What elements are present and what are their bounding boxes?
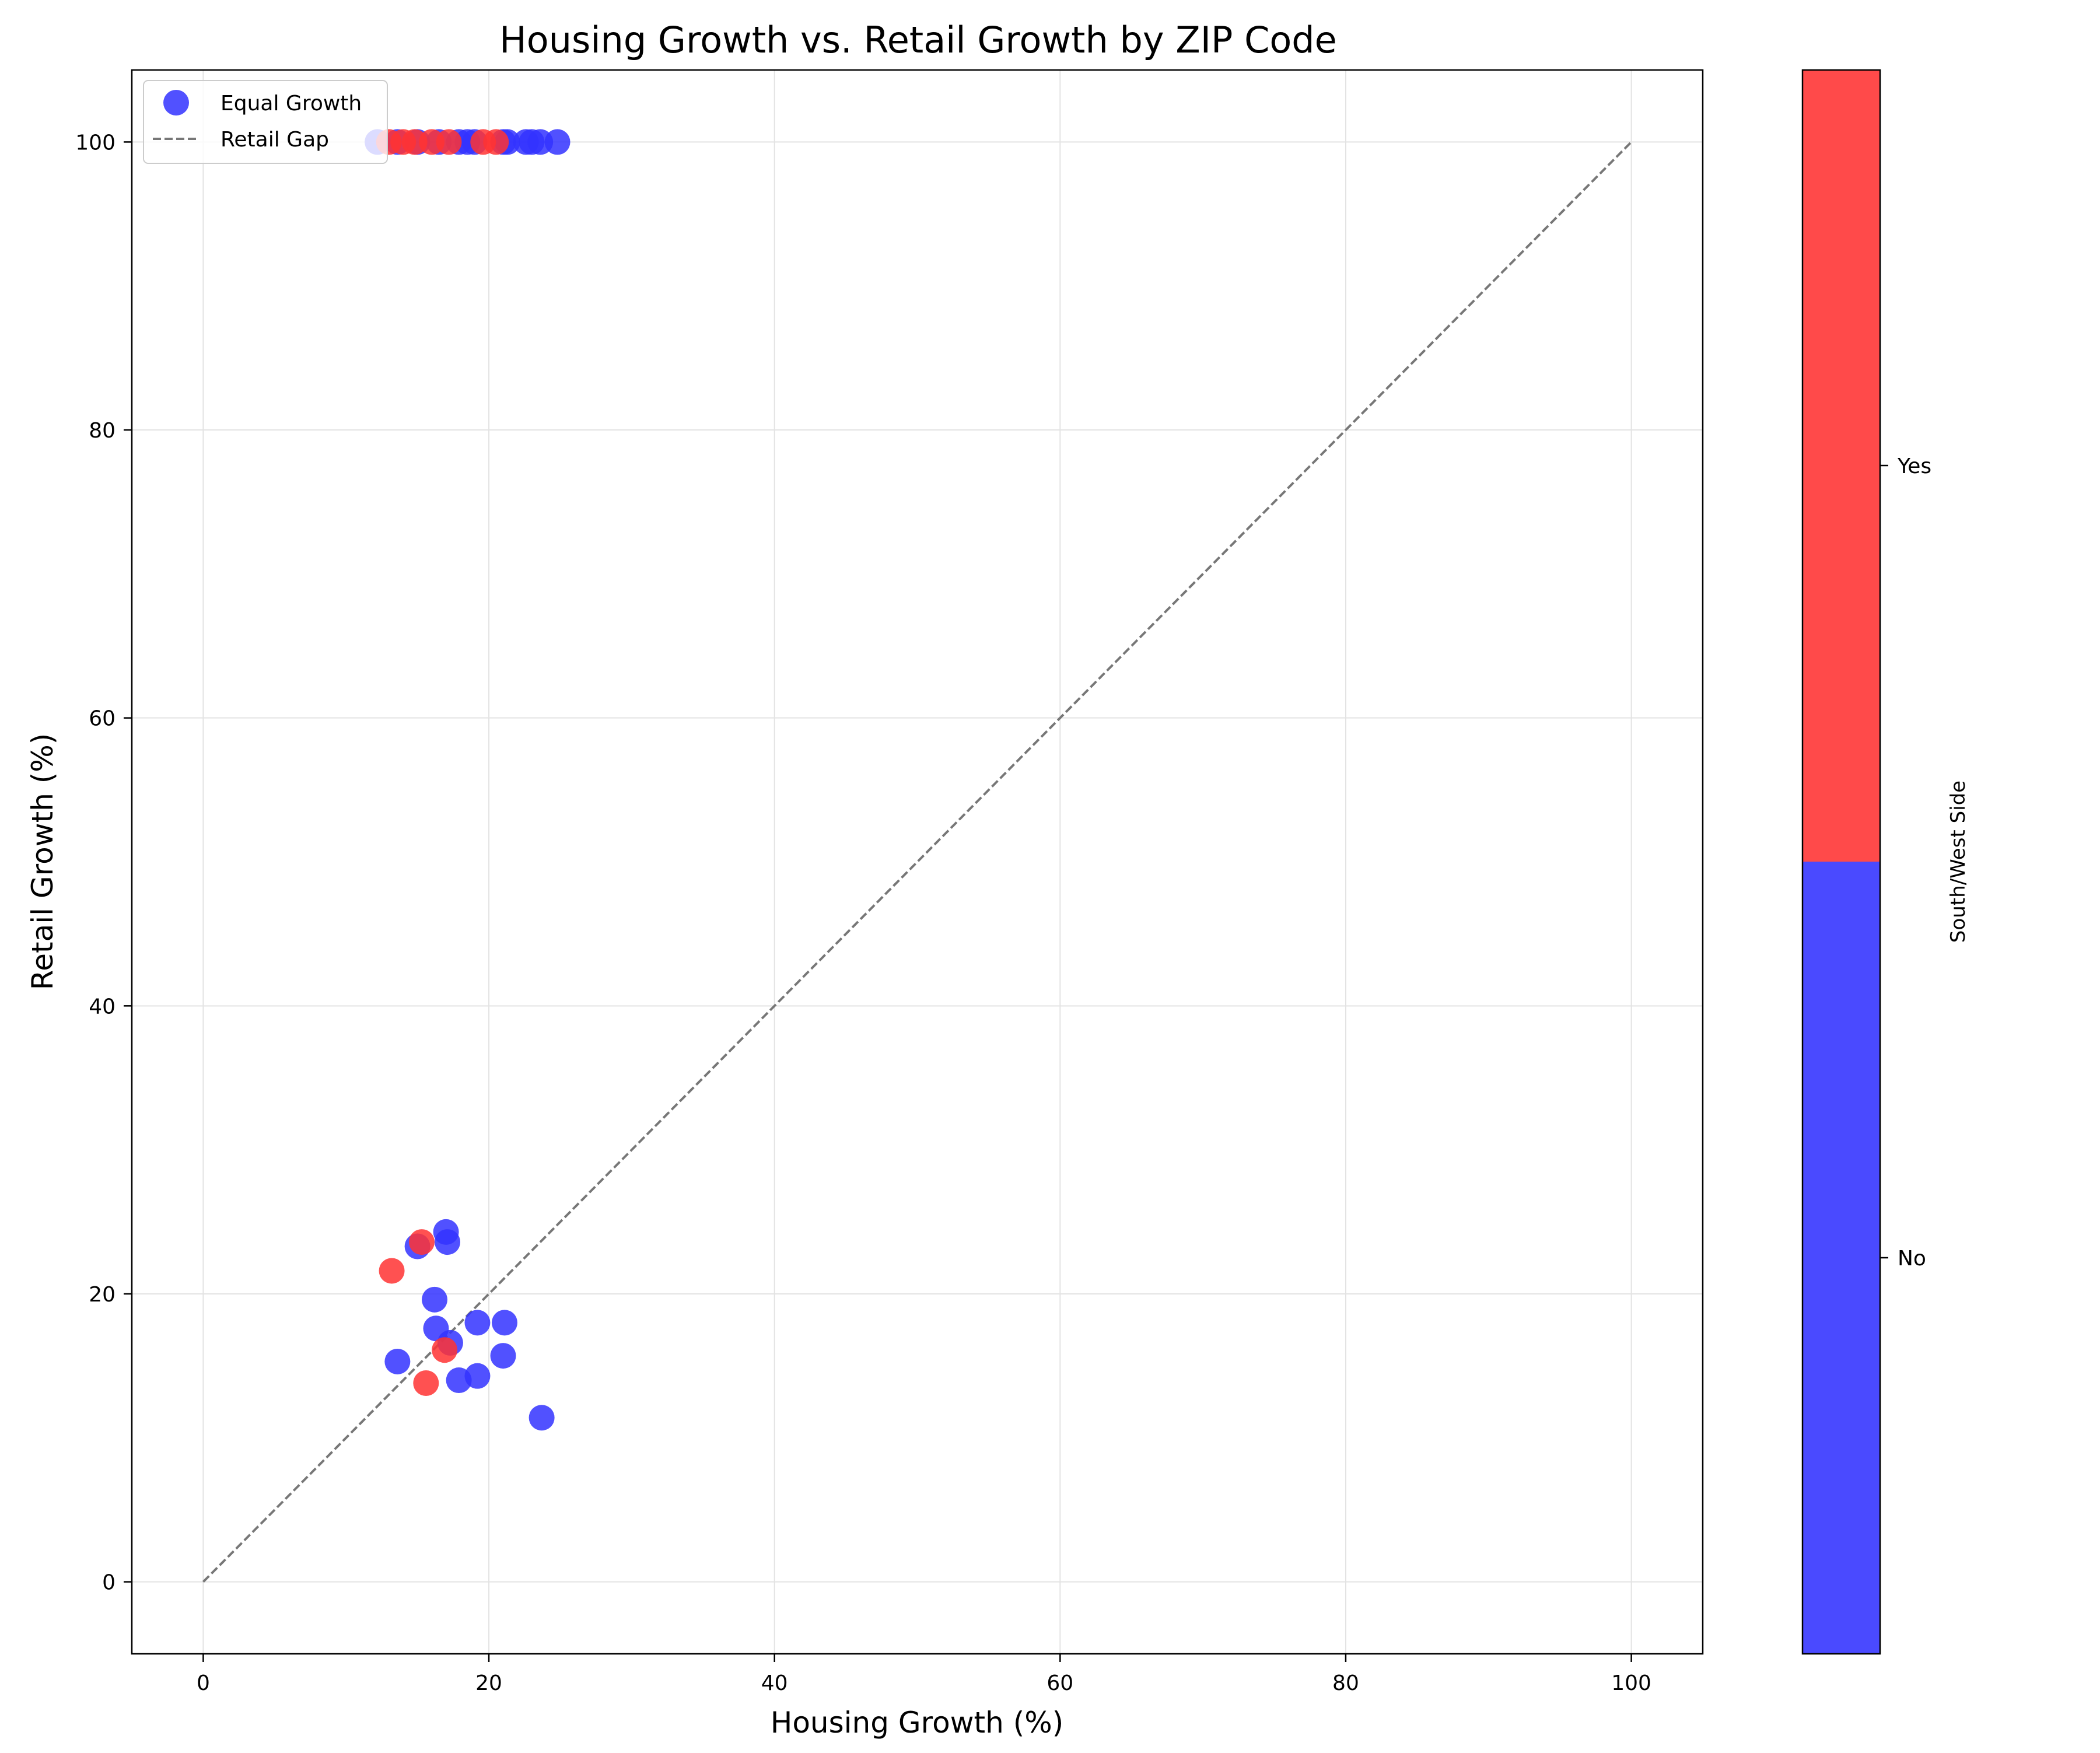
x-tick-label: 0 [197,1671,210,1695]
data-point-yes [436,129,462,155]
y-tick-label: 100 [75,131,116,155]
colorbar-frame [1801,69,1881,1655]
plot-area-frame [131,69,1704,1655]
data-point-yes [483,129,509,155]
data-point-yes [379,1258,405,1284]
data-point-yes [413,1370,439,1396]
x-axis-label: Housing Growth (%) [771,1706,1064,1740]
x-tick-label: 60 [1046,1671,1073,1695]
x-tick-label: 80 [1332,1671,1359,1695]
data-point-no [490,1343,516,1369]
data-point-no [464,1363,491,1389]
data-point-no [435,1229,461,1255]
chart-title: Housing Growth vs. Retail Growth by ZIP … [499,19,1337,61]
y-tick-label: 80 [89,419,116,443]
data-point-yes [408,1229,435,1255]
y-axis-ticks: 0 20 40 60 80 100 [75,131,132,1595]
y-tick-label: 60 [89,707,116,731]
colorbar: Yes No South/West Side [1801,69,1970,1655]
legend: Equal Growth Retail Gap [143,80,388,164]
colorbar-segment-yes [1803,70,1880,862]
data-point-no [422,1286,448,1313]
colorbar-label-yes: Yes [1897,454,1931,478]
data-point-no [544,129,570,155]
x-tick-label: 40 [761,1671,788,1695]
data-point-no [384,1348,411,1374]
x-axis-ticks: 0 20 40 60 80 100 [197,1654,1651,1695]
colorbar-label-no: No [1898,1247,1926,1271]
legend-marker-equal-growth [163,90,189,116]
y-tick-label: 40 [89,995,116,1019]
colorbar-title: South/West Side [1947,781,1970,943]
legend-label-equal-growth: Equal Growth [220,92,362,116]
data-point-no [491,1310,517,1336]
data-point-no [528,1405,555,1431]
y-tick-label: 20 [89,1283,116,1307]
y-axis-label: Retail Growth (%) [26,733,60,991]
legend-box [143,80,388,164]
y-tick-label: 0 [102,1571,116,1595]
x-tick-label: 100 [1611,1671,1651,1695]
legend-label-retail-gap: Retail Gap [220,128,329,152]
data-point-no [464,1310,491,1336]
x-tick-label: 20 [475,1671,502,1695]
colorbar-segment-no [1803,862,1880,1654]
data-point-yes [432,1337,458,1363]
